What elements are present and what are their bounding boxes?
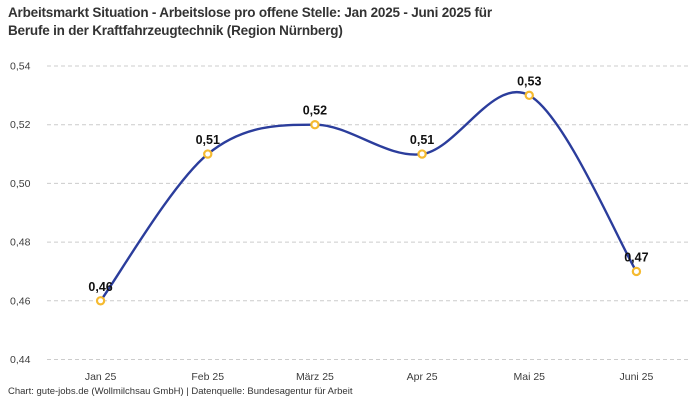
chart-title-line2: Berufe in der Kraftfahrzeugtechnik (Regi… bbox=[8, 22, 343, 38]
data-point-marker[interactable] bbox=[524, 90, 534, 101]
chart-title: Arbeitsmarkt Situation - Arbeitslose pro… bbox=[8, 4, 692, 39]
chart-title-line1: Arbeitsmarkt Situation - Arbeitslose pro… bbox=[8, 5, 492, 20]
y-tick-label: 0,50 bbox=[10, 178, 31, 190]
y-tick-label: 0,44 bbox=[10, 354, 31, 366]
data-point-label: 0,47 bbox=[624, 250, 648, 264]
y-tick-label: 0,46 bbox=[10, 295, 31, 307]
data-point-label: 0,53 bbox=[517, 74, 541, 88]
x-tick-label: Jan 25 bbox=[85, 371, 117, 383]
y-tick-label: 0,52 bbox=[10, 119, 31, 131]
data-point-marker[interactable] bbox=[631, 266, 642, 277]
x-tick-label: Mai 25 bbox=[513, 371, 545, 383]
x-tick-label: Apr 25 bbox=[407, 371, 438, 383]
x-tick-label: Feb 25 bbox=[191, 371, 224, 383]
data-point-label: 0,51 bbox=[196, 133, 220, 147]
y-tick-label: 0,54 bbox=[10, 61, 31, 73]
data-point-marker[interactable] bbox=[95, 296, 106, 306]
data-point-marker[interactable] bbox=[203, 149, 213, 159]
data-point-marker[interactable] bbox=[417, 149, 427, 159]
data-point-label: 0,52 bbox=[303, 104, 327, 118]
series-line bbox=[99, 91, 638, 302]
x-tick-label: Juni 25 bbox=[619, 371, 653, 383]
data-point-label: 0,46 bbox=[88, 280, 112, 294]
y-tick-label: 0,48 bbox=[10, 237, 31, 249]
data-point-marker[interactable] bbox=[310, 119, 320, 130]
chart-attribution: Chart: gute-jobs.de (Wollmilchsau GmbH) … bbox=[8, 386, 353, 397]
x-tick-label: März 25 bbox=[296, 371, 334, 383]
data-point-label: 0,51 bbox=[410, 133, 434, 147]
